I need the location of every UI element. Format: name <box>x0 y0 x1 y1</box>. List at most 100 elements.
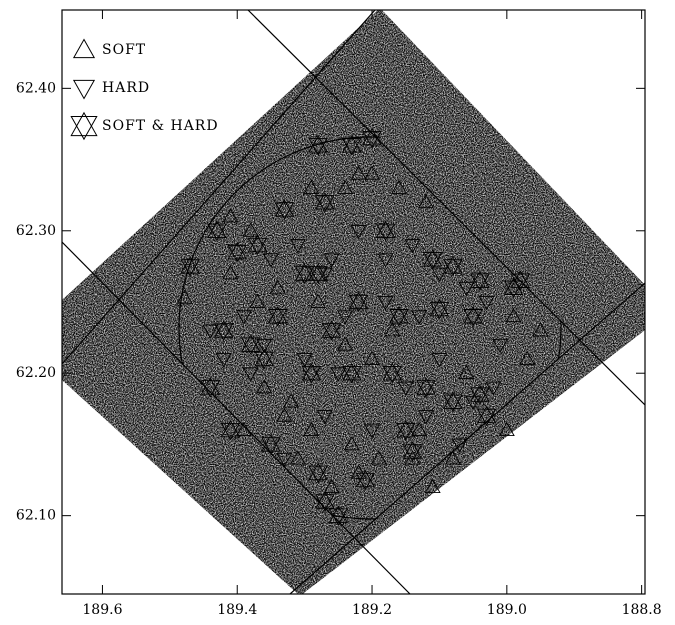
source-marker <box>249 293 266 308</box>
x-tick-label: 188.8 <box>622 602 662 618</box>
source-marker <box>316 410 333 425</box>
source-marker <box>337 310 354 325</box>
source-marker <box>315 491 335 512</box>
source-marker <box>364 424 381 439</box>
source-marker <box>492 338 509 354</box>
source-marker <box>391 179 407 194</box>
source-marker <box>431 353 448 368</box>
source-marker <box>424 478 441 494</box>
source-marker <box>498 421 515 437</box>
source-marker <box>417 193 434 209</box>
source-marker <box>269 279 286 294</box>
source-marker <box>294 263 315 284</box>
source-marker <box>262 253 279 268</box>
y-tick-label: 62.40 <box>16 80 56 96</box>
source-marker <box>342 135 362 156</box>
source-marker <box>470 384 490 405</box>
source-marker <box>316 267 333 282</box>
source-marker <box>337 336 354 351</box>
source-marker <box>465 395 482 411</box>
source-marker <box>451 438 468 453</box>
source-marker <box>429 298 450 320</box>
source-marker <box>355 469 376 491</box>
source-marker <box>519 350 536 365</box>
source-marker <box>202 324 219 339</box>
source-marker <box>395 419 416 441</box>
source-marker <box>463 306 483 327</box>
source-marker <box>350 464 367 479</box>
source-marker <box>377 296 394 311</box>
source-marker <box>404 239 421 254</box>
source-marker <box>443 391 463 412</box>
source-marker <box>308 263 328 284</box>
source-marker <box>470 270 490 291</box>
source-marker <box>227 241 248 263</box>
source-marker <box>377 253 394 268</box>
source-marker <box>330 367 347 382</box>
source-marker <box>247 234 268 256</box>
source-marker <box>342 362 362 384</box>
source-marker <box>411 310 428 325</box>
source-marker <box>411 421 428 437</box>
source-marker <box>289 239 306 254</box>
source-marker <box>458 364 475 380</box>
source-marker <box>176 289 193 304</box>
source-marker <box>485 381 502 396</box>
source-marker <box>350 224 367 240</box>
source-marker <box>370 450 387 465</box>
source-marker <box>301 362 322 384</box>
source-marker <box>310 293 327 308</box>
source-marker <box>213 320 234 341</box>
legend-marker <box>72 38 96 59</box>
source-marker <box>222 265 239 280</box>
source-marker <box>315 192 335 213</box>
source-marker <box>207 220 227 242</box>
source-marker <box>343 436 360 451</box>
source-marker <box>261 434 281 455</box>
source-marker <box>389 306 409 327</box>
source-marker <box>417 410 434 425</box>
source-marker <box>303 421 320 437</box>
source-marker <box>364 165 381 180</box>
source-marker <box>222 208 239 223</box>
source-marker <box>323 253 340 268</box>
source-marker <box>321 320 342 341</box>
source-marker <box>283 393 300 408</box>
source-marker <box>402 441 423 462</box>
source-marker <box>478 296 495 311</box>
source-marker <box>308 462 328 484</box>
x-tick-label: 189.2 <box>352 602 392 618</box>
source-marker <box>458 281 475 297</box>
source-marker <box>308 135 328 156</box>
source-marker <box>444 450 461 465</box>
source-marker <box>276 452 293 468</box>
legend-label: SOFT <box>102 42 146 58</box>
source-marker <box>397 381 414 396</box>
source-marker <box>476 405 497 427</box>
source-marker <box>382 362 403 384</box>
source-marker <box>240 334 261 355</box>
source-marker <box>200 377 221 398</box>
source-marker <box>215 353 232 368</box>
source-marker <box>254 348 274 370</box>
plot-frame <box>61 9 646 595</box>
source-marker <box>337 179 354 194</box>
source-marker <box>236 421 252 437</box>
source-marker <box>242 222 259 237</box>
source-marker <box>364 350 381 365</box>
source-marker <box>505 307 522 323</box>
source-marker <box>503 277 524 298</box>
legend-marker <box>70 111 98 141</box>
x-tick-label: 189.6 <box>82 602 122 618</box>
source-marker <box>267 306 288 327</box>
source-marker <box>431 267 448 282</box>
y-tick-label: 62.10 <box>16 508 56 524</box>
source-marker <box>180 256 200 277</box>
source-marker <box>289 450 306 465</box>
legend-marker <box>72 79 96 100</box>
source-marker <box>236 310 252 325</box>
x-tick-label: 189.4 <box>217 602 257 618</box>
source-marker <box>375 220 396 242</box>
source-marker <box>443 256 463 277</box>
source-marker <box>362 127 382 149</box>
